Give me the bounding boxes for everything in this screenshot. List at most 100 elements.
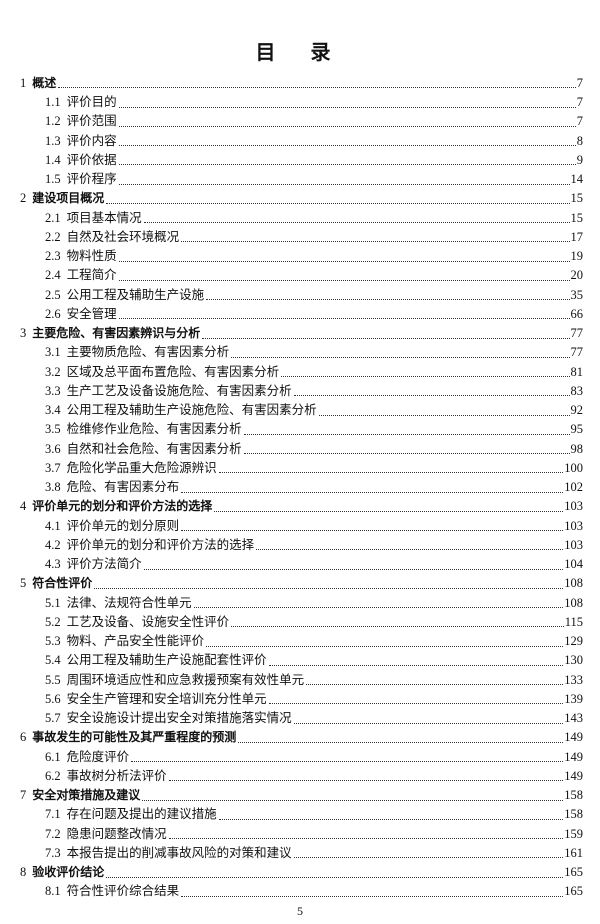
toc-entry[interactable]: 1.1 评价目的 7 — [20, 93, 583, 112]
toc-entry-label: 评价范围 — [66, 114, 117, 129]
toc-entry-number: 2.1 — [45, 210, 61, 225]
toc-entry-label: 主要物质危险、有害因素分析 — [66, 345, 230, 360]
toc-entry-page: 104 — [564, 557, 583, 572]
toc-entry-page: 15 — [570, 210, 584, 225]
dot-leader — [118, 183, 570, 185]
toc-entry[interactable]: 5.3 物料、产品安全性能评价 129 — [20, 632, 583, 651]
toc-entry[interactable]: 7.1 存在问题及提出的建议措施 158 — [20, 806, 583, 825]
toc-entry-number: 4.3 — [45, 557, 61, 572]
toc-entry-page: 14 — [570, 172, 584, 187]
toc-entry[interactable]: 1.3 评价内容 8 — [20, 132, 583, 151]
toc-entry-page: 133 — [564, 672, 583, 687]
toc-entry[interactable]: 5.5 周围环境适应性和应急救援预案有效性单元 133 — [20, 671, 583, 690]
toc-entry-page: 108 — [564, 576, 583, 591]
toc-entry[interactable]: 5.4 公用工程及辅助生产设施配套性评价 130 — [20, 652, 583, 671]
dot-leader — [118, 318, 570, 320]
toc-entry[interactable]: 6.2 事故树分析法评价 149 — [20, 767, 583, 786]
toc-entry-label: 存在问题及提出的建议措施 — [66, 807, 217, 822]
toc-entry[interactable]: 6.1 危险度评价 149 — [20, 748, 583, 767]
toc-entry-label: 安全对策措施及建议 — [32, 788, 141, 803]
toc-entry-page: 158 — [564, 788, 583, 803]
toc-entry-label: 自然和社会危险、有害因素分析 — [66, 441, 242, 456]
toc-entry[interactable]: 3.4 公用工程及辅助生产设施危险、有害因素分析 92 — [20, 401, 583, 420]
toc-entry-number: 4.1 — [45, 518, 61, 533]
toc-entry-number: 3 — [20, 326, 27, 341]
toc-entry-page: 165 — [564, 865, 583, 880]
toc-entry[interactable]: 5.1 法律、法规符合性单元 108 — [20, 594, 583, 613]
toc-entry[interactable]: 6 事故发生的可能性及其严重程度的预测 149 — [20, 729, 583, 748]
dot-leader — [206, 645, 564, 647]
toc-entry-label: 公用工程及辅助生产设施 — [66, 287, 205, 302]
dot-leader — [293, 722, 564, 724]
toc-entry[interactable]: 2.2 自然及社会环境概况 17 — [20, 228, 583, 247]
toc-entry-label: 自然及社会环境概况 — [66, 229, 180, 244]
toc-entry[interactable]: 2.4 工程简介 20 — [20, 267, 583, 286]
toc-entry[interactable]: 4.2 评价单元的划分和评价方法的选择 103 — [20, 536, 583, 555]
toc-entry[interactable]: 7.2 隐患问题整改情况 159 — [20, 825, 583, 844]
toc-entry-page: 158 — [564, 807, 583, 822]
toc-entry[interactable]: 2.6 安全管理 66 — [20, 305, 583, 324]
toc-entry[interactable]: 5.6 安全生产管理和安全培训充分性单元 139 — [20, 690, 583, 709]
toc-entry[interactable]: 1.5 评价程序 14 — [20, 170, 583, 189]
toc-entry-label: 符合性评价综合结果 — [66, 884, 180, 899]
toc-entry[interactable]: 3.2 区域及总平面布置危险、有害因素分析 81 — [20, 363, 583, 382]
toc-entry-number: 1.5 — [45, 172, 61, 187]
toc-entry[interactable]: 1 概述 7 — [20, 74, 583, 93]
toc-entry[interactable]: 2.5 公用工程及辅助生产设施 35 — [20, 286, 583, 305]
toc-entry[interactable]: 4.1 评价单元的划分原则 103 — [20, 517, 583, 536]
toc-entry-label: 物料性质 — [66, 249, 117, 264]
toc-entry[interactable]: 7 安全对策措施及建议 158 — [20, 786, 583, 805]
toc-entry-number: 3.5 — [45, 422, 61, 437]
toc-entry-page: 7 — [576, 95, 583, 110]
toc-entry-number: 2.5 — [45, 287, 61, 302]
toc-entry-number: 3.2 — [45, 364, 61, 379]
toc-entry-page: 7 — [576, 114, 583, 129]
toc-entry[interactable]: 5.7 安全设施设计提出安全对策措施落实情况 143 — [20, 709, 583, 728]
toc-entry[interactable]: 3.6 自然和社会危险、有害因素分析 98 — [20, 440, 583, 459]
toc-entry-page: 95 — [570, 422, 584, 437]
toc-entry[interactable]: 7.3 本报告提出的削减事故风险的对策和建议 161 — [20, 844, 583, 863]
toc-entry[interactable]: 5 符合性评价 108 — [20, 575, 583, 594]
toc-entry-page: 7 — [576, 75, 583, 90]
toc-entry-label: 评价方法简介 — [66, 557, 142, 572]
toc-entry-page: 159 — [564, 826, 583, 841]
toc-entry-number: 3.3 — [45, 383, 61, 398]
toc-entry-page: 19 — [570, 249, 584, 264]
toc-entry[interactable]: 3.5 检维修作业危险、有害因素分析 95 — [20, 421, 583, 440]
toc-entry-label: 物料、产品安全性能评价 — [66, 634, 205, 649]
toc-entry[interactable]: 3 主要危险、有害因素辨识与分析 77 — [20, 324, 583, 343]
toc-entry-label: 评价程序 — [66, 172, 117, 187]
toc-entry-page: 100 — [564, 460, 583, 475]
toc-entry-label: 工艺及设备、设施安全性评价 — [66, 614, 230, 629]
dot-leader — [293, 857, 564, 859]
toc-entry[interactable]: 8 验收评价结论 165 — [20, 863, 583, 882]
toc-entry-label: 事故树分析法评价 — [66, 768, 167, 783]
table-of-contents: 1 概述 7 1.1 评价目的 7 1.2 评价范围 7 1.3 评价内容 8 1.4 评价依据 9 1.5 评… — [20, 74, 583, 902]
toc-entry[interactable]: 2.3 物料性质 19 — [20, 247, 583, 266]
toc-entry-label: 符合性评价 — [32, 576, 93, 591]
toc-entry-page: 139 — [564, 691, 583, 706]
dot-leader — [181, 530, 564, 531]
toc-entry-page: 149 — [564, 749, 583, 764]
toc-entry[interactable]: 2.1 项目基本情况 15 — [20, 209, 583, 228]
toc-entry[interactable]: 4 评价单元的划分和评价方法的选择 103 — [20, 498, 583, 517]
toc-entry[interactable]: 1.4 评价依据 9 — [20, 151, 583, 170]
toc-entry[interactable]: 3.8 危险、有害因素分布 102 — [20, 478, 583, 497]
toc-entry-number: 6.2 — [45, 768, 61, 783]
toc-entry[interactable]: 5.2 工艺及设备、设施安全性评价 115 — [20, 613, 583, 632]
toc-entry[interactable]: 8.1 符合性评价综合结果 165 — [20, 883, 583, 902]
dot-leader — [231, 356, 570, 358]
dot-leader — [202, 337, 570, 339]
toc-entry-label: 评价单元的划分和评价方法的选择 — [32, 499, 213, 514]
toc-entry[interactable]: 3.1 主要物质危险、有害因素分析 77 — [20, 344, 583, 363]
toc-entry[interactable]: 3.7 危险化学品重大危险源辨识 100 — [20, 459, 583, 478]
toc-entry-number: 5.4 — [45, 653, 61, 668]
dot-leader — [168, 838, 564, 839]
dot-leader — [118, 145, 576, 146]
toc-entry[interactable]: 4.3 评价方法简介 104 — [20, 555, 583, 574]
toc-entry-number: 6.1 — [45, 749, 61, 764]
toc-entry[interactable]: 2 建设项目概况 15 — [20, 190, 583, 209]
toc-entry[interactable]: 1.2 评价范围 7 — [20, 113, 583, 132]
toc-entry[interactable]: 3.3 生产工艺及设备设施危险、有害因素分析 83 — [20, 382, 583, 401]
toc-entry-number: 5 — [20, 576, 27, 591]
